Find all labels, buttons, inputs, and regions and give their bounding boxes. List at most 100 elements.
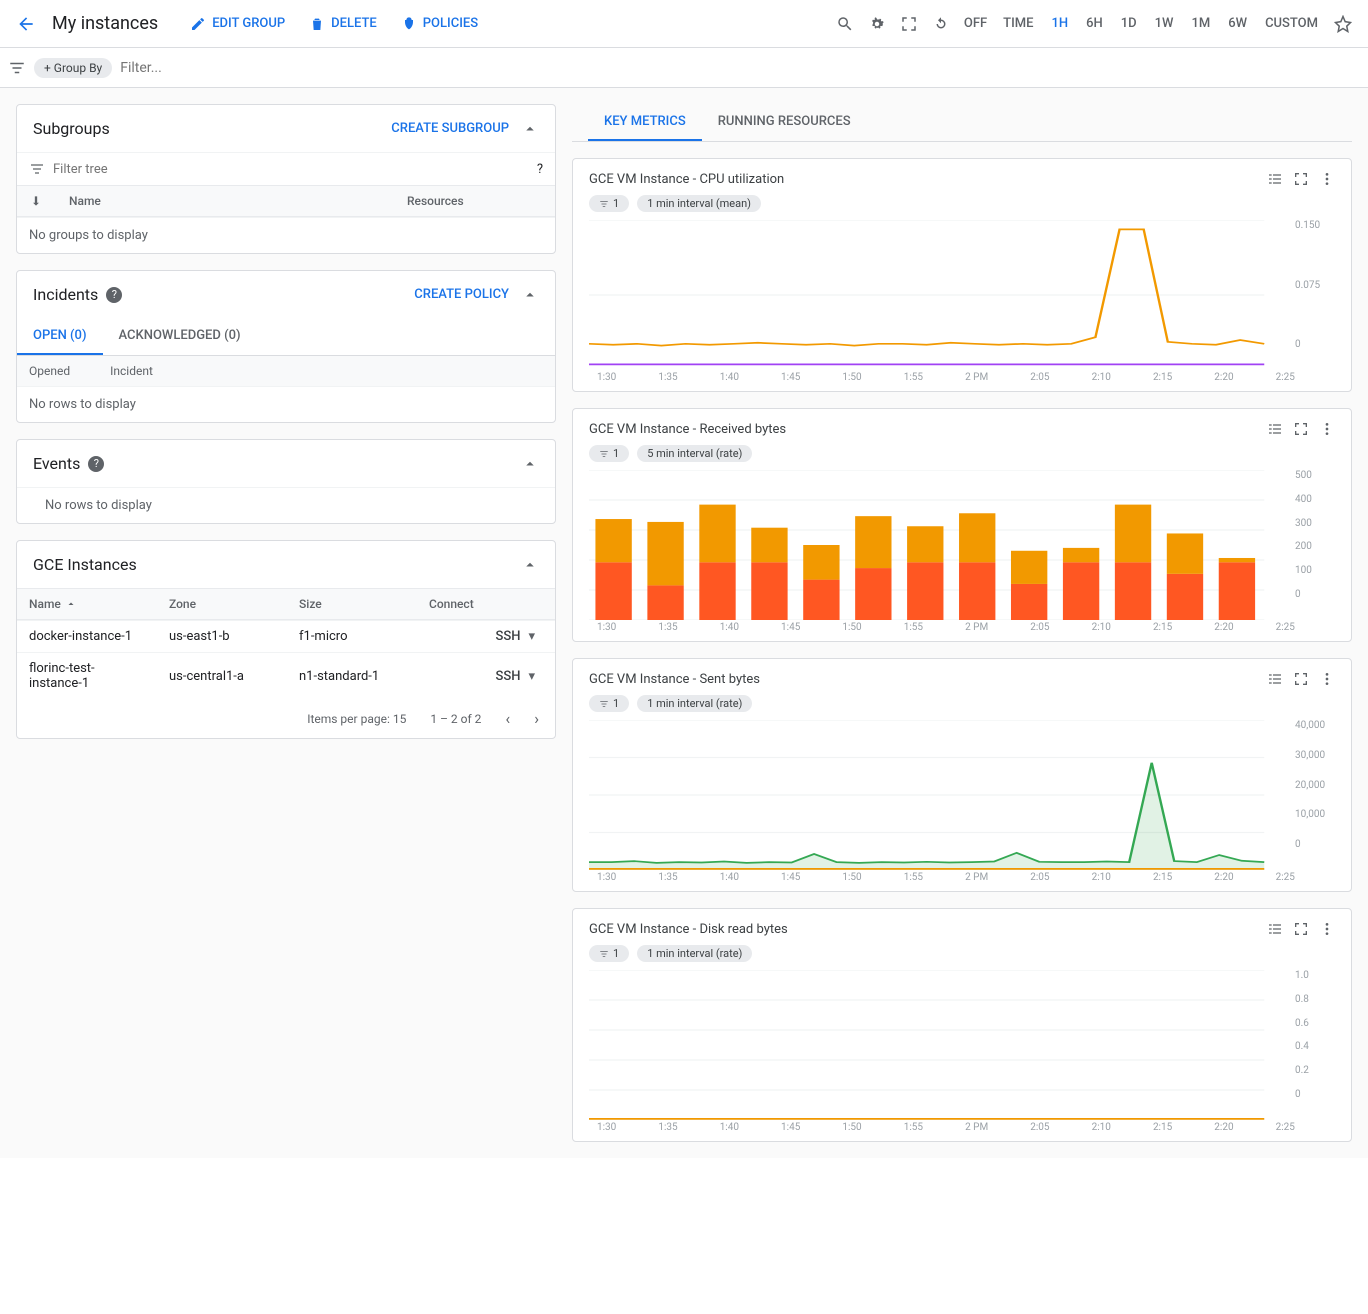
- subgroups-title: Subgroups: [33, 119, 110, 138]
- filter-tree-input[interactable]: [53, 162, 537, 177]
- instances-header: Name Zone Size Connect: [17, 588, 555, 620]
- chart-title: GCE VM Instance - Disk read bytes: [589, 922, 1257, 937]
- legend-icon[interactable]: [1267, 421, 1283, 437]
- time-range-1W[interactable]: 1W: [1153, 14, 1176, 33]
- chart-title: GCE VM Instance - CPU utilization: [589, 172, 1257, 187]
- auto-refresh-off[interactable]: OFF: [964, 16, 987, 31]
- create-subgroup-button[interactable]: CREATE SUBGROUP: [391, 121, 509, 136]
- groupby-chip[interactable]: + Group By: [34, 58, 112, 78]
- chart-title: GCE VM Instance - Received bytes: [589, 422, 1257, 437]
- more-icon[interactable]: [1319, 421, 1335, 437]
- y-axis: 40,00030,00020,00010,0000: [1295, 720, 1335, 850]
- filter-chip[interactable]: 1: [589, 695, 629, 712]
- subgroups-card: Subgroups CREATE SUBGROUP ? Name Resourc…: [16, 104, 556, 254]
- incidents-header: Opened Incident: [17, 356, 555, 386]
- interval-chip[interactable]: 1 min interval (rate): [637, 695, 752, 712]
- page-range: 1 – 2 of 2: [430, 712, 481, 726]
- expand-icon[interactable]: [1293, 171, 1309, 187]
- chart-cpu: GCE VM Instance - CPU utilization 1 1 mi…: [572, 158, 1352, 392]
- filter-icon[interactable]: [8, 59, 26, 77]
- create-policy-button[interactable]: CREATE POLICY: [414, 287, 509, 302]
- more-icon[interactable]: [1319, 671, 1335, 687]
- events-card: Events ? No rows to display: [16, 439, 556, 524]
- collapse-icon[interactable]: [521, 455, 539, 473]
- chart-received-bytes: GCE VM Instance - Received bytes 1 5 min…: [572, 408, 1352, 642]
- time-range-6H[interactable]: 6H: [1084, 14, 1105, 33]
- legend-icon[interactable]: [1267, 671, 1283, 687]
- legend-icon[interactable]: [1267, 171, 1283, 187]
- tab-running-resources[interactable]: RUNNING RESOURCES: [702, 104, 867, 141]
- time-range-6W[interactable]: 6W: [1226, 14, 1249, 33]
- settings-icon[interactable]: [868, 15, 886, 33]
- prev-page-button[interactable]: ‹: [505, 709, 510, 728]
- left-column: Subgroups CREATE SUBGROUP ? Name Resourc…: [16, 104, 556, 1142]
- ssh-button[interactable]: SSH: [496, 629, 521, 644]
- instance-size: f1-micro: [287, 621, 417, 652]
- time-range-1H[interactable]: 1H: [1049, 14, 1070, 33]
- filter-chip[interactable]: 1: [589, 445, 629, 462]
- instance-name[interactable]: florinc-test-instance-1: [17, 653, 157, 699]
- collapse-icon[interactable]: [521, 556, 539, 574]
- right-tabs: KEY METRICS RUNNING RESOURCES: [572, 104, 1352, 142]
- more-icon[interactable]: [1319, 921, 1335, 937]
- subgroups-header: Name Resources: [17, 185, 555, 217]
- incidents-title: Incidents: [33, 285, 98, 304]
- x-axis: 1:301:351:401:451:501:552 PM2:052:102:15…: [589, 872, 1335, 883]
- help-icon[interactable]: ?: [106, 287, 122, 303]
- ssh-dropdown[interactable]: ▾: [520, 629, 543, 644]
- fullscreen-icon[interactable]: [900, 15, 918, 33]
- more-icon[interactable]: [1319, 171, 1335, 187]
- topbar-right: OFF TIME 1H 6H 1D 1W 1M 6W CUSTOM: [836, 14, 1352, 33]
- instance-name[interactable]: docker-instance-1: [17, 621, 157, 652]
- collapse-icon[interactable]: [521, 120, 539, 138]
- col-name[interactable]: Name: [29, 597, 61, 611]
- search-icon[interactable]: [836, 15, 854, 33]
- interval-chip[interactable]: 5 min interval (rate): [637, 445, 752, 462]
- instance-size: n1-standard-1: [287, 661, 417, 692]
- content: Subgroups CREATE SUBGROUP ? Name Resourc…: [0, 88, 1368, 1158]
- filter-chip[interactable]: 1: [589, 195, 629, 212]
- col-name: Name: [57, 186, 395, 216]
- edit-group-button[interactable]: EDIT GROUP: [182, 10, 293, 38]
- x-axis: 1:301:351:401:451:501:552 PM2:052:102:15…: [589, 1122, 1335, 1133]
- tab-acknowledged[interactable]: ACKNOWLEDGED (0): [103, 318, 257, 355]
- filter-input[interactable]: [120, 60, 1360, 76]
- pager: Items per page: 15 1 – 2 of 2 ‹ ›: [17, 699, 555, 738]
- refresh-icon[interactable]: [932, 15, 950, 33]
- time-range-1M[interactable]: 1M: [1189, 14, 1212, 33]
- instance-zone: us-east1-b: [157, 621, 287, 652]
- star-icon[interactable]: [1334, 15, 1352, 33]
- y-axis: 5004003002001000: [1295, 470, 1335, 600]
- interval-chip[interactable]: 1 min interval (mean): [637, 195, 761, 212]
- ssh-button[interactable]: SSH: [496, 669, 521, 684]
- filter-chip[interactable]: 1: [589, 945, 629, 962]
- expand-icon[interactable]: [1293, 921, 1309, 937]
- legend-icon[interactable]: [1267, 921, 1283, 937]
- sort-asc-icon: [65, 598, 77, 610]
- sort-icon[interactable]: [29, 194, 43, 208]
- subgroups-empty: No groups to display: [17, 217, 555, 253]
- tab-open[interactable]: OPEN (0): [17, 318, 103, 355]
- events-title: Events: [33, 454, 80, 473]
- x-axis: 1:301:351:401:451:501:552 PM2:052:102:15…: [589, 372, 1335, 383]
- back-button[interactable]: [16, 14, 36, 34]
- time-range-1D[interactable]: 1D: [1119, 14, 1139, 33]
- col-zone[interactable]: Zone: [157, 589, 287, 619]
- help-icon[interactable]: ?: [537, 162, 543, 177]
- ssh-dropdown[interactable]: ▾: [520, 669, 543, 684]
- expand-icon[interactable]: [1293, 421, 1309, 437]
- col-resources: Resources: [395, 186, 555, 216]
- interval-chip[interactable]: 1 min interval (rate): [637, 945, 752, 962]
- tab-key-metrics[interactable]: KEY METRICS: [588, 104, 702, 141]
- delete-button[interactable]: DELETE: [301, 10, 385, 38]
- time-label: TIME: [1001, 14, 1035, 33]
- next-page-button[interactable]: ›: [534, 709, 539, 728]
- filter-tree-icon: [29, 161, 45, 177]
- time-range-CUSTOM[interactable]: CUSTOM: [1263, 14, 1320, 33]
- help-icon[interactable]: ?: [88, 456, 104, 472]
- col-size[interactable]: Size: [287, 589, 417, 619]
- collapse-icon[interactable]: [521, 286, 539, 304]
- expand-icon[interactable]: [1293, 671, 1309, 687]
- table-row: docker-instance-1 us-east1-b f1-micro SS…: [17, 620, 555, 652]
- policies-button[interactable]: POLICIES: [393, 10, 486, 38]
